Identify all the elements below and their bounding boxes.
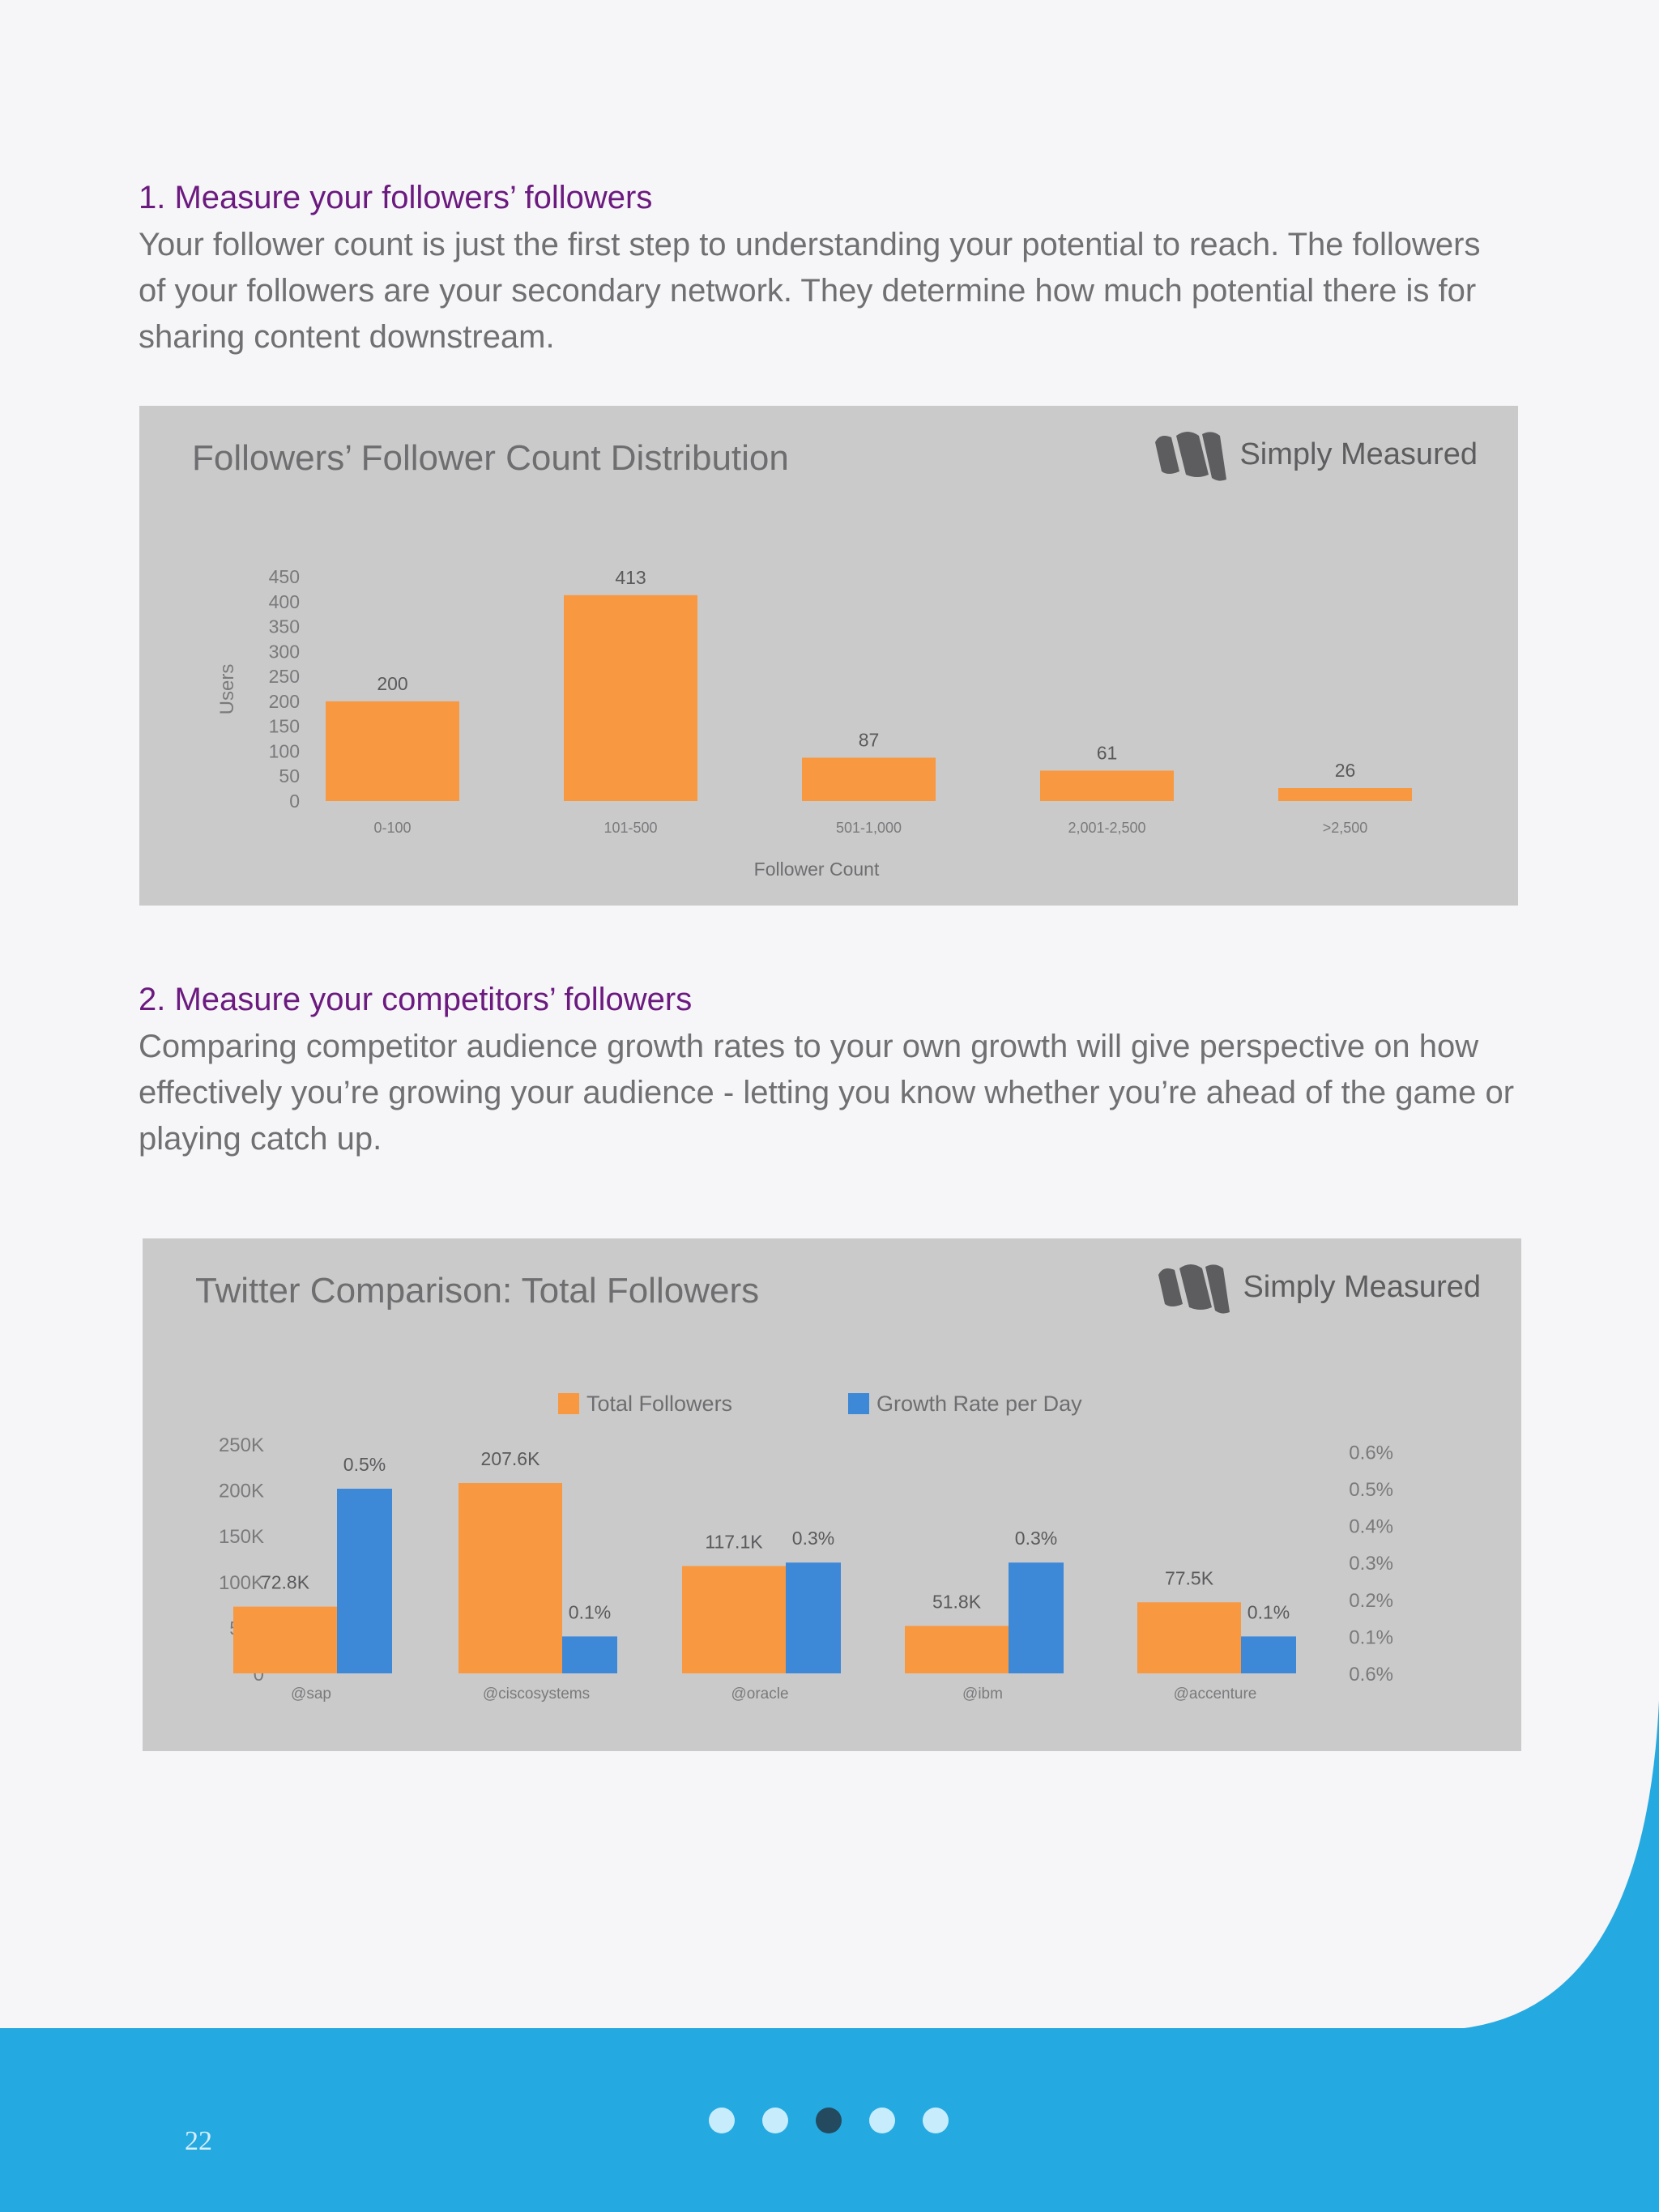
data-label-total: 207.6K xyxy=(481,1448,541,1469)
y-left-tick-label: 200K xyxy=(219,1481,264,1502)
bar-growth-rate-@accenture xyxy=(1241,1636,1296,1673)
bar-501-1,000 xyxy=(802,757,936,801)
y-tick-label: 450 xyxy=(269,566,300,587)
y-left-tick-label: 250K xyxy=(219,1434,264,1456)
data-label-growth: 0.1% xyxy=(569,1601,611,1622)
section-2-title: 2. Measure your competitors’ followers xyxy=(139,982,693,1017)
y-tick-label: 150 xyxy=(269,716,300,737)
data-label-growth: 0.5% xyxy=(343,1454,386,1475)
bar-total-followers-@ibm xyxy=(905,1626,1009,1673)
section-1-body: Your follower count is just the first st… xyxy=(139,227,1481,355)
section-1-title: 1. Measure your followers’ followers xyxy=(139,180,653,215)
page-dot-4[interactable] xyxy=(869,2108,895,2133)
data-label: 200 xyxy=(377,673,407,694)
bar-total-followers-@accenture xyxy=(1137,1602,1241,1673)
follower-distribution-chart: 0 50 100 150 200 250 300 350 400 450 Users 200 0-100… xyxy=(216,566,1412,880)
bar->2,500 xyxy=(1278,787,1412,801)
data-label-total: 77.5K xyxy=(1165,1567,1214,1588)
brand-name: Simply Measured xyxy=(1239,437,1478,471)
page-indicator[interactable] xyxy=(709,2108,949,2133)
x-tick-label: @ciscosystems xyxy=(483,1686,590,1703)
data-label: 26 xyxy=(1335,760,1356,781)
legend-label: Growth Rate per Day xyxy=(876,1392,1082,1416)
page-number: 22 xyxy=(185,2126,212,2156)
y-left-tick-label: 100K xyxy=(219,1572,264,1594)
x-tick-label: 101-500 xyxy=(603,820,657,836)
y-right-tick-label: 0.1% xyxy=(1349,1626,1393,1648)
chart-1-title: Followers’ Follower Count Distribution xyxy=(192,438,789,478)
y-right-tick-label: 0.4% xyxy=(1349,1516,1393,1538)
y-tick-label: 200 xyxy=(269,691,300,712)
y-tick-label: 250 xyxy=(269,666,300,687)
bar-total-followers-@sap xyxy=(233,1606,337,1673)
y-tick-label: 300 xyxy=(269,641,300,662)
x-tick-label: >2,500 xyxy=(1323,820,1368,836)
legend-swatch-total-followers xyxy=(558,1393,579,1414)
data-label: 61 xyxy=(1097,742,1118,763)
data-label-total: 72.8K xyxy=(261,1572,310,1593)
brand-name: Simply Measured xyxy=(1243,1269,1481,1304)
bar-2,001-2,500 xyxy=(1040,770,1174,801)
y-left-tick-label: 150K xyxy=(219,1526,264,1548)
y-axis-label: Users xyxy=(216,664,238,715)
x-tick-label: @ibm xyxy=(962,1686,1003,1703)
x-tick-label: 501-1,000 xyxy=(836,820,902,836)
x-tick-label: 2,001-2,500 xyxy=(1068,820,1145,836)
page-dot-2[interactable] xyxy=(762,2108,788,2133)
follower-distribution-panel: Followers’ Follower Count Distribution S… xyxy=(139,406,1518,906)
page-dot-1[interactable] xyxy=(709,2108,735,2133)
data-label-growth: 0.3% xyxy=(1015,1528,1057,1549)
data-label: 413 xyxy=(615,567,646,588)
twitter-comparison-panel: Twitter Comparison: Total Followers Simp… xyxy=(143,1238,1521,1751)
y-right-tick-label: 0.2% xyxy=(1349,1590,1393,1612)
y-tick-label: 350 xyxy=(269,616,300,637)
bar-0-100 xyxy=(326,701,459,801)
data-label-growth: 0.1% xyxy=(1247,1601,1290,1622)
x-axis-label: Follower Count xyxy=(754,859,880,880)
y-tick-label: 100 xyxy=(269,740,300,761)
bar-growth-rate-@ciscosystems xyxy=(562,1636,617,1673)
bar-total-followers-@oracle xyxy=(682,1566,786,1673)
section-2-body: Comparing competitor audience growth rat… xyxy=(139,1029,1515,1157)
y-right-tick-label: 0.6% xyxy=(1349,1664,1393,1686)
chart-2-title: Twitter Comparison: Total Followers xyxy=(195,1271,760,1311)
bar-growth-rate-@oracle xyxy=(786,1562,841,1673)
bar-101-500 xyxy=(564,595,697,801)
page-dot-5[interactable] xyxy=(923,2108,949,2133)
data-label-growth: 0.3% xyxy=(792,1528,834,1549)
data-label: 87 xyxy=(859,729,880,750)
y-right-tick-label: 0.3% xyxy=(1349,1553,1393,1575)
x-tick-label: @oracle xyxy=(731,1686,788,1703)
simply-measured-logo-icon xyxy=(1155,432,1227,481)
bar-growth-rate-@ibm xyxy=(1009,1562,1064,1673)
data-label-total: 51.8K xyxy=(932,1591,982,1612)
brand-logo: Simply Measured xyxy=(1152,426,1478,483)
page-dot-3[interactable] xyxy=(816,2108,842,2133)
bar-growth-rate-@sap xyxy=(337,1489,392,1673)
data-label-total: 117.1K xyxy=(705,1531,763,1552)
y-right-tick-label: 0.6% xyxy=(1349,1442,1393,1464)
y-tick-label: 400 xyxy=(269,591,300,612)
y-tick-label: 50 xyxy=(279,765,300,786)
legend-swatch-growth-rate xyxy=(848,1393,869,1414)
bar-total-followers-@ciscosystems xyxy=(458,1482,562,1673)
y-right-tick-label: 0.5% xyxy=(1349,1479,1393,1501)
y-tick-label: 0 xyxy=(289,791,300,812)
x-tick-label: @accenture xyxy=(1174,1686,1257,1703)
x-tick-label: @sap xyxy=(291,1686,331,1703)
simply-measured-logo-icon xyxy=(1158,1264,1230,1314)
legend-label: Total Followers xyxy=(586,1392,732,1416)
x-tick-label: 0-100 xyxy=(373,820,411,836)
brand-logo: Simply Measured xyxy=(1155,1259,1481,1315)
